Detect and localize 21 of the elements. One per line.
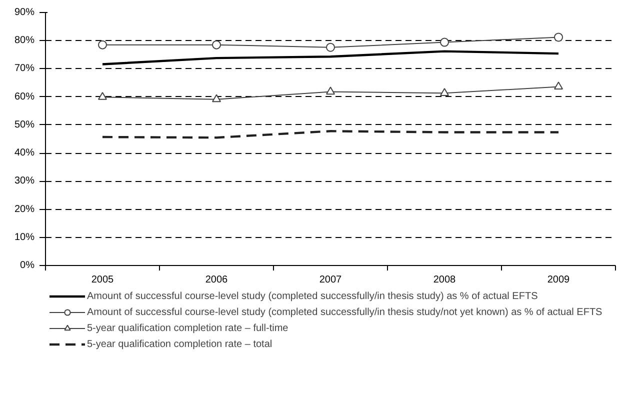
- line-series: [101, 130, 560, 139]
- x-tick-label: 2008: [433, 274, 456, 286]
- y-tick-label: 90%: [14, 7, 35, 18]
- y-tick-label: 40%: [14, 148, 35, 159]
- y-tick-label: 20%: [14, 204, 35, 215]
- x-tick-label: 2006: [205, 274, 228, 286]
- legend-label: Amount of successful course-level study (completed successfully/in thesis study/not yet known) as % of actual EFTS: [87, 306, 602, 319]
- x-tick-label: 2007: [319, 274, 342, 286]
- y-tick-label: 30%: [14, 176, 35, 187]
- legend-label: Amount of successful course-level study (completed successfully/in thesis study) as % of actual EFTS: [87, 290, 538, 303]
- x-tick-label: 2005: [91, 274, 114, 286]
- x-tick-label: 2009: [547, 274, 570, 286]
- y-tick-label: 50%: [14, 119, 35, 130]
- line-series: [101, 50, 560, 66]
- y-tick-label: 80%: [14, 35, 35, 46]
- y-tick-label: 0%: [20, 260, 35, 271]
- legend-label: 5-year qualification completion rate – total: [87, 338, 272, 351]
- y-tick-label: 70%: [14, 63, 35, 74]
- y-tick-label: 60%: [14, 91, 35, 102]
- legend-label: 5-year qualification completion rate – full-time: [87, 322, 288, 335]
- y-tick-label: 10%: [14, 232, 35, 243]
